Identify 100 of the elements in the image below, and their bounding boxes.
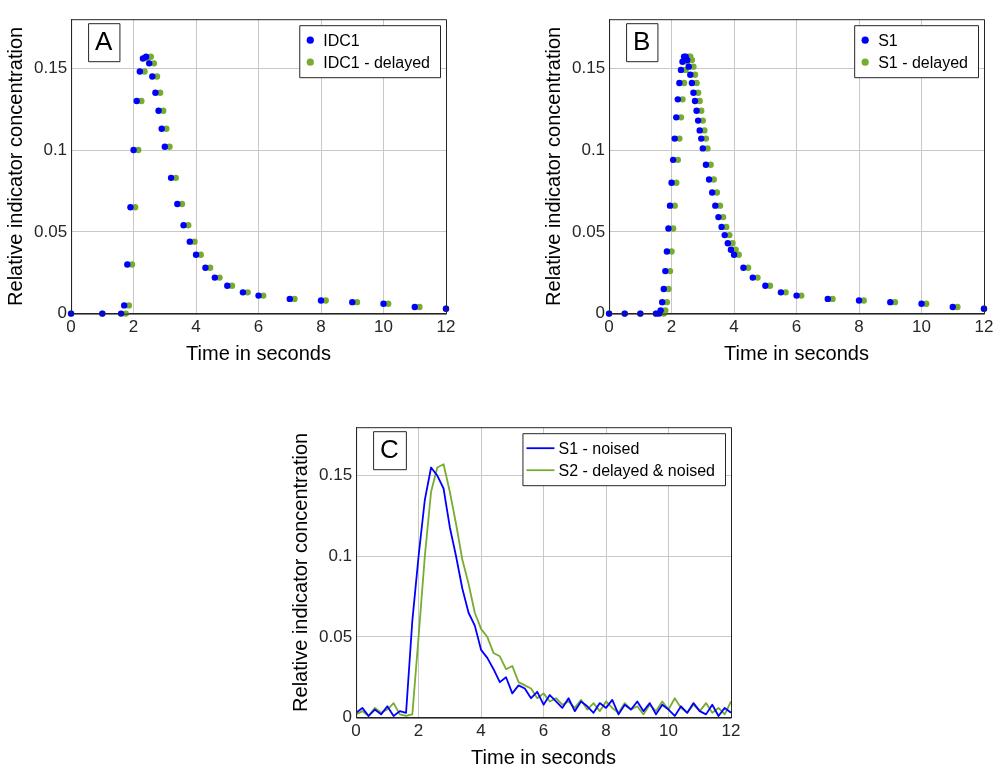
x-tick-label: 4 bbox=[191, 317, 201, 337]
point bbox=[777, 289, 785, 296]
point bbox=[824, 295, 831, 303]
point bbox=[740, 264, 747, 271]
point bbox=[702, 161, 710, 168]
y-axis-title: Relative indicator concentration bbox=[3, 26, 26, 306]
x-tick-label: 8 bbox=[601, 721, 611, 741]
point bbox=[167, 174, 175, 182]
x-axis-title: Time in seconds bbox=[186, 341, 331, 364]
y-tick-label: 0.15 bbox=[318, 465, 353, 485]
point bbox=[130, 146, 137, 154]
point bbox=[762, 282, 769, 289]
point bbox=[887, 298, 894, 306]
point bbox=[749, 274, 756, 281]
point bbox=[380, 300, 387, 307]
point bbox=[708, 189, 716, 196]
point bbox=[349, 298, 356, 306]
point bbox=[659, 298, 666, 306]
point bbox=[724, 240, 732, 247]
legend-label: IDC1 - delayed bbox=[323, 53, 430, 71]
annotation: A bbox=[95, 26, 114, 57]
point bbox=[125, 302, 133, 309]
point bbox=[793, 292, 800, 299]
point bbox=[136, 68, 144, 75]
y-tick-label: 0 bbox=[57, 303, 68, 323]
x-tick-label: 10 bbox=[374, 317, 393, 337]
point bbox=[663, 248, 671, 255]
x-tick-label: 8 bbox=[316, 317, 326, 337]
point bbox=[186, 238, 194, 245]
point bbox=[149, 73, 156, 80]
point bbox=[674, 96, 682, 103]
x-tick-label: 2 bbox=[413, 721, 424, 741]
legend-label: IDC1 bbox=[323, 31, 360, 49]
point bbox=[716, 202, 724, 209]
point bbox=[411, 303, 418, 311]
point bbox=[665, 225, 672, 232]
point bbox=[687, 71, 694, 79]
y-tick-label: 0.1 bbox=[328, 545, 353, 565]
y-tick-label: 0.1 bbox=[43, 139, 68, 159]
legend-label: S1 - delayed bbox=[878, 53, 969, 71]
point bbox=[286, 295, 293, 303]
point bbox=[224, 282, 231, 289]
point bbox=[666, 202, 674, 209]
point bbox=[180, 222, 187, 229]
legend-label: S1 bbox=[878, 31, 898, 49]
point bbox=[161, 143, 169, 150]
point bbox=[155, 107, 162, 114]
y-tick-label: 0.15 bbox=[571, 57, 606, 77]
point bbox=[673, 114, 680, 121]
x-tick-label: 10 bbox=[912, 317, 931, 337]
y-tick-label: 0.15 bbox=[33, 57, 68, 77]
point bbox=[705, 176, 713, 183]
y-tick-label: 0.05 bbox=[33, 221, 68, 241]
x-tick-label: 10 bbox=[659, 721, 678, 741]
point bbox=[202, 264, 209, 271]
annotation: B bbox=[633, 26, 651, 57]
x-tick-label: 6 bbox=[253, 317, 264, 337]
x-tick-label: 4 bbox=[729, 317, 739, 337]
point bbox=[211, 274, 218, 281]
y-axis-title: Relative indicator concentration bbox=[541, 26, 564, 306]
x-axis-title: Time in seconds bbox=[471, 745, 616, 768]
point bbox=[702, 135, 710, 142]
point bbox=[676, 79, 683, 87]
point bbox=[718, 223, 725, 231]
point bbox=[696, 127, 703, 134]
x-tick-label: 8 bbox=[854, 317, 864, 337]
point bbox=[127, 204, 134, 211]
point bbox=[158, 125, 165, 132]
point bbox=[730, 251, 738, 258]
point bbox=[949, 303, 956, 311]
x-tick-label: 2 bbox=[666, 317, 677, 337]
point bbox=[694, 117, 702, 124]
point bbox=[192, 251, 200, 258]
x-axis-title: Time in seconds bbox=[724, 341, 869, 364]
point bbox=[699, 145, 707, 152]
point bbox=[698, 135, 705, 142]
point bbox=[685, 63, 692, 70]
y-tick-label: 0 bbox=[595, 303, 606, 323]
point bbox=[239, 289, 247, 296]
x-tick-label: 12 bbox=[721, 721, 741, 741]
x-tick-label: 12 bbox=[974, 317, 994, 337]
point bbox=[660, 285, 667, 293]
x-tick-label: 12 bbox=[436, 317, 456, 337]
x-tick-label: 6 bbox=[791, 317, 802, 337]
point bbox=[671, 135, 678, 142]
point bbox=[152, 89, 159, 96]
y-tick-label: 0.05 bbox=[318, 626, 353, 646]
point bbox=[688, 79, 696, 87]
point bbox=[668, 179, 675, 186]
point bbox=[691, 97, 699, 105]
legend-label: S1 - noised bbox=[558, 439, 640, 457]
annotation: C bbox=[380, 434, 399, 465]
point bbox=[693, 107, 700, 114]
point bbox=[677, 66, 685, 74]
x-tick-label: 6 bbox=[538, 721, 549, 741]
point bbox=[662, 267, 669, 275]
point bbox=[317, 297, 325, 304]
point bbox=[121, 302, 128, 309]
y-tick-label: 0.05 bbox=[571, 221, 606, 241]
point bbox=[690, 89, 697, 96]
